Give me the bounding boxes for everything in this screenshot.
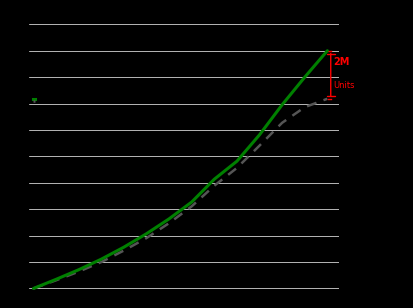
Legend: , : , — [33, 98, 36, 101]
Text: 2M: 2M — [333, 57, 349, 67]
Text: Units: Units — [333, 81, 354, 90]
